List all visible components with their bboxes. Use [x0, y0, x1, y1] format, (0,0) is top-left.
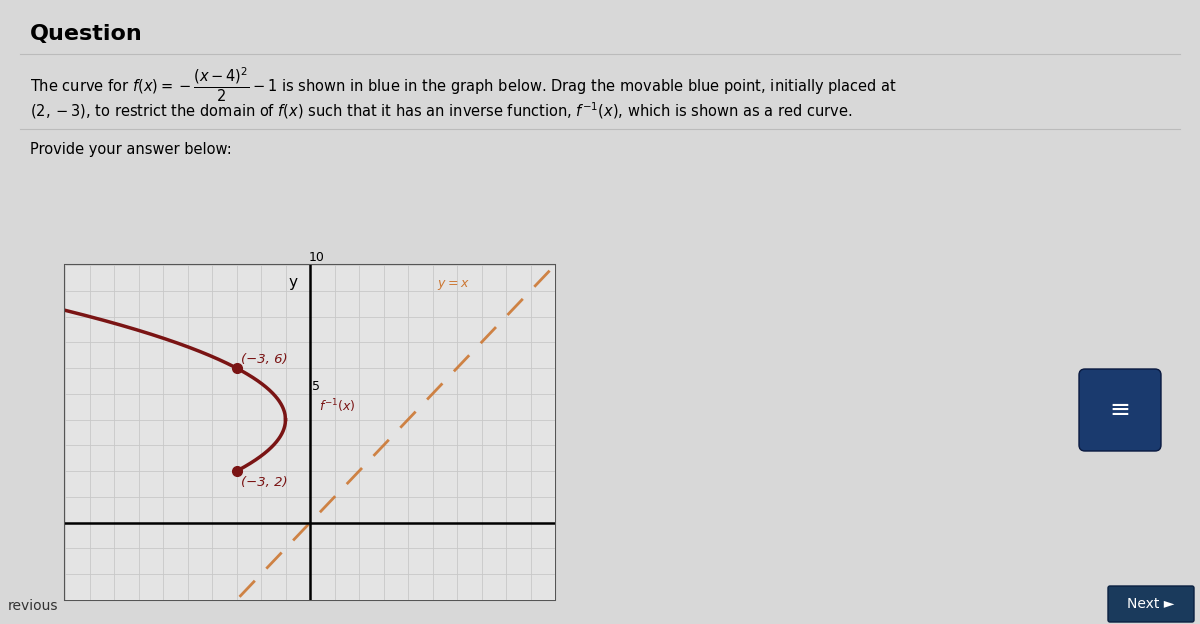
Bar — [65, 265, 554, 600]
FancyBboxPatch shape — [1108, 586, 1194, 622]
Text: ≡: ≡ — [1110, 398, 1130, 422]
FancyBboxPatch shape — [1079, 369, 1162, 451]
Bar — [0, 394, 1200, 624]
Text: The curve for $f(x) = -\dfrac{(x-4)^2}{2} - 1$ is shown in blue in the graph bel: The curve for $f(x) = -\dfrac{(x-4)^2}{2… — [30, 66, 898, 104]
Text: 10: 10 — [308, 251, 324, 264]
Text: 5: 5 — [312, 379, 320, 392]
Text: (−3, 2): (−3, 2) — [241, 476, 288, 489]
Text: y: y — [288, 275, 298, 290]
Text: Question: Question — [30, 24, 143, 44]
Text: $f^{-1}(x)$: $f^{-1}(x)$ — [318, 397, 355, 416]
Text: $y = x$: $y = x$ — [437, 278, 470, 292]
Text: (−3, 6): (−3, 6) — [241, 353, 288, 366]
Text: Provide your answer below:: Provide your answer below: — [30, 142, 232, 157]
Text: $(2, -3)$, to restrict the domain of $f(x)$ such that it has an inverse function: $(2, -3)$, to restrict the domain of $f(… — [30, 100, 852, 120]
Text: revious: revious — [8, 599, 59, 613]
Text: Next ►: Next ► — [1127, 597, 1175, 611]
